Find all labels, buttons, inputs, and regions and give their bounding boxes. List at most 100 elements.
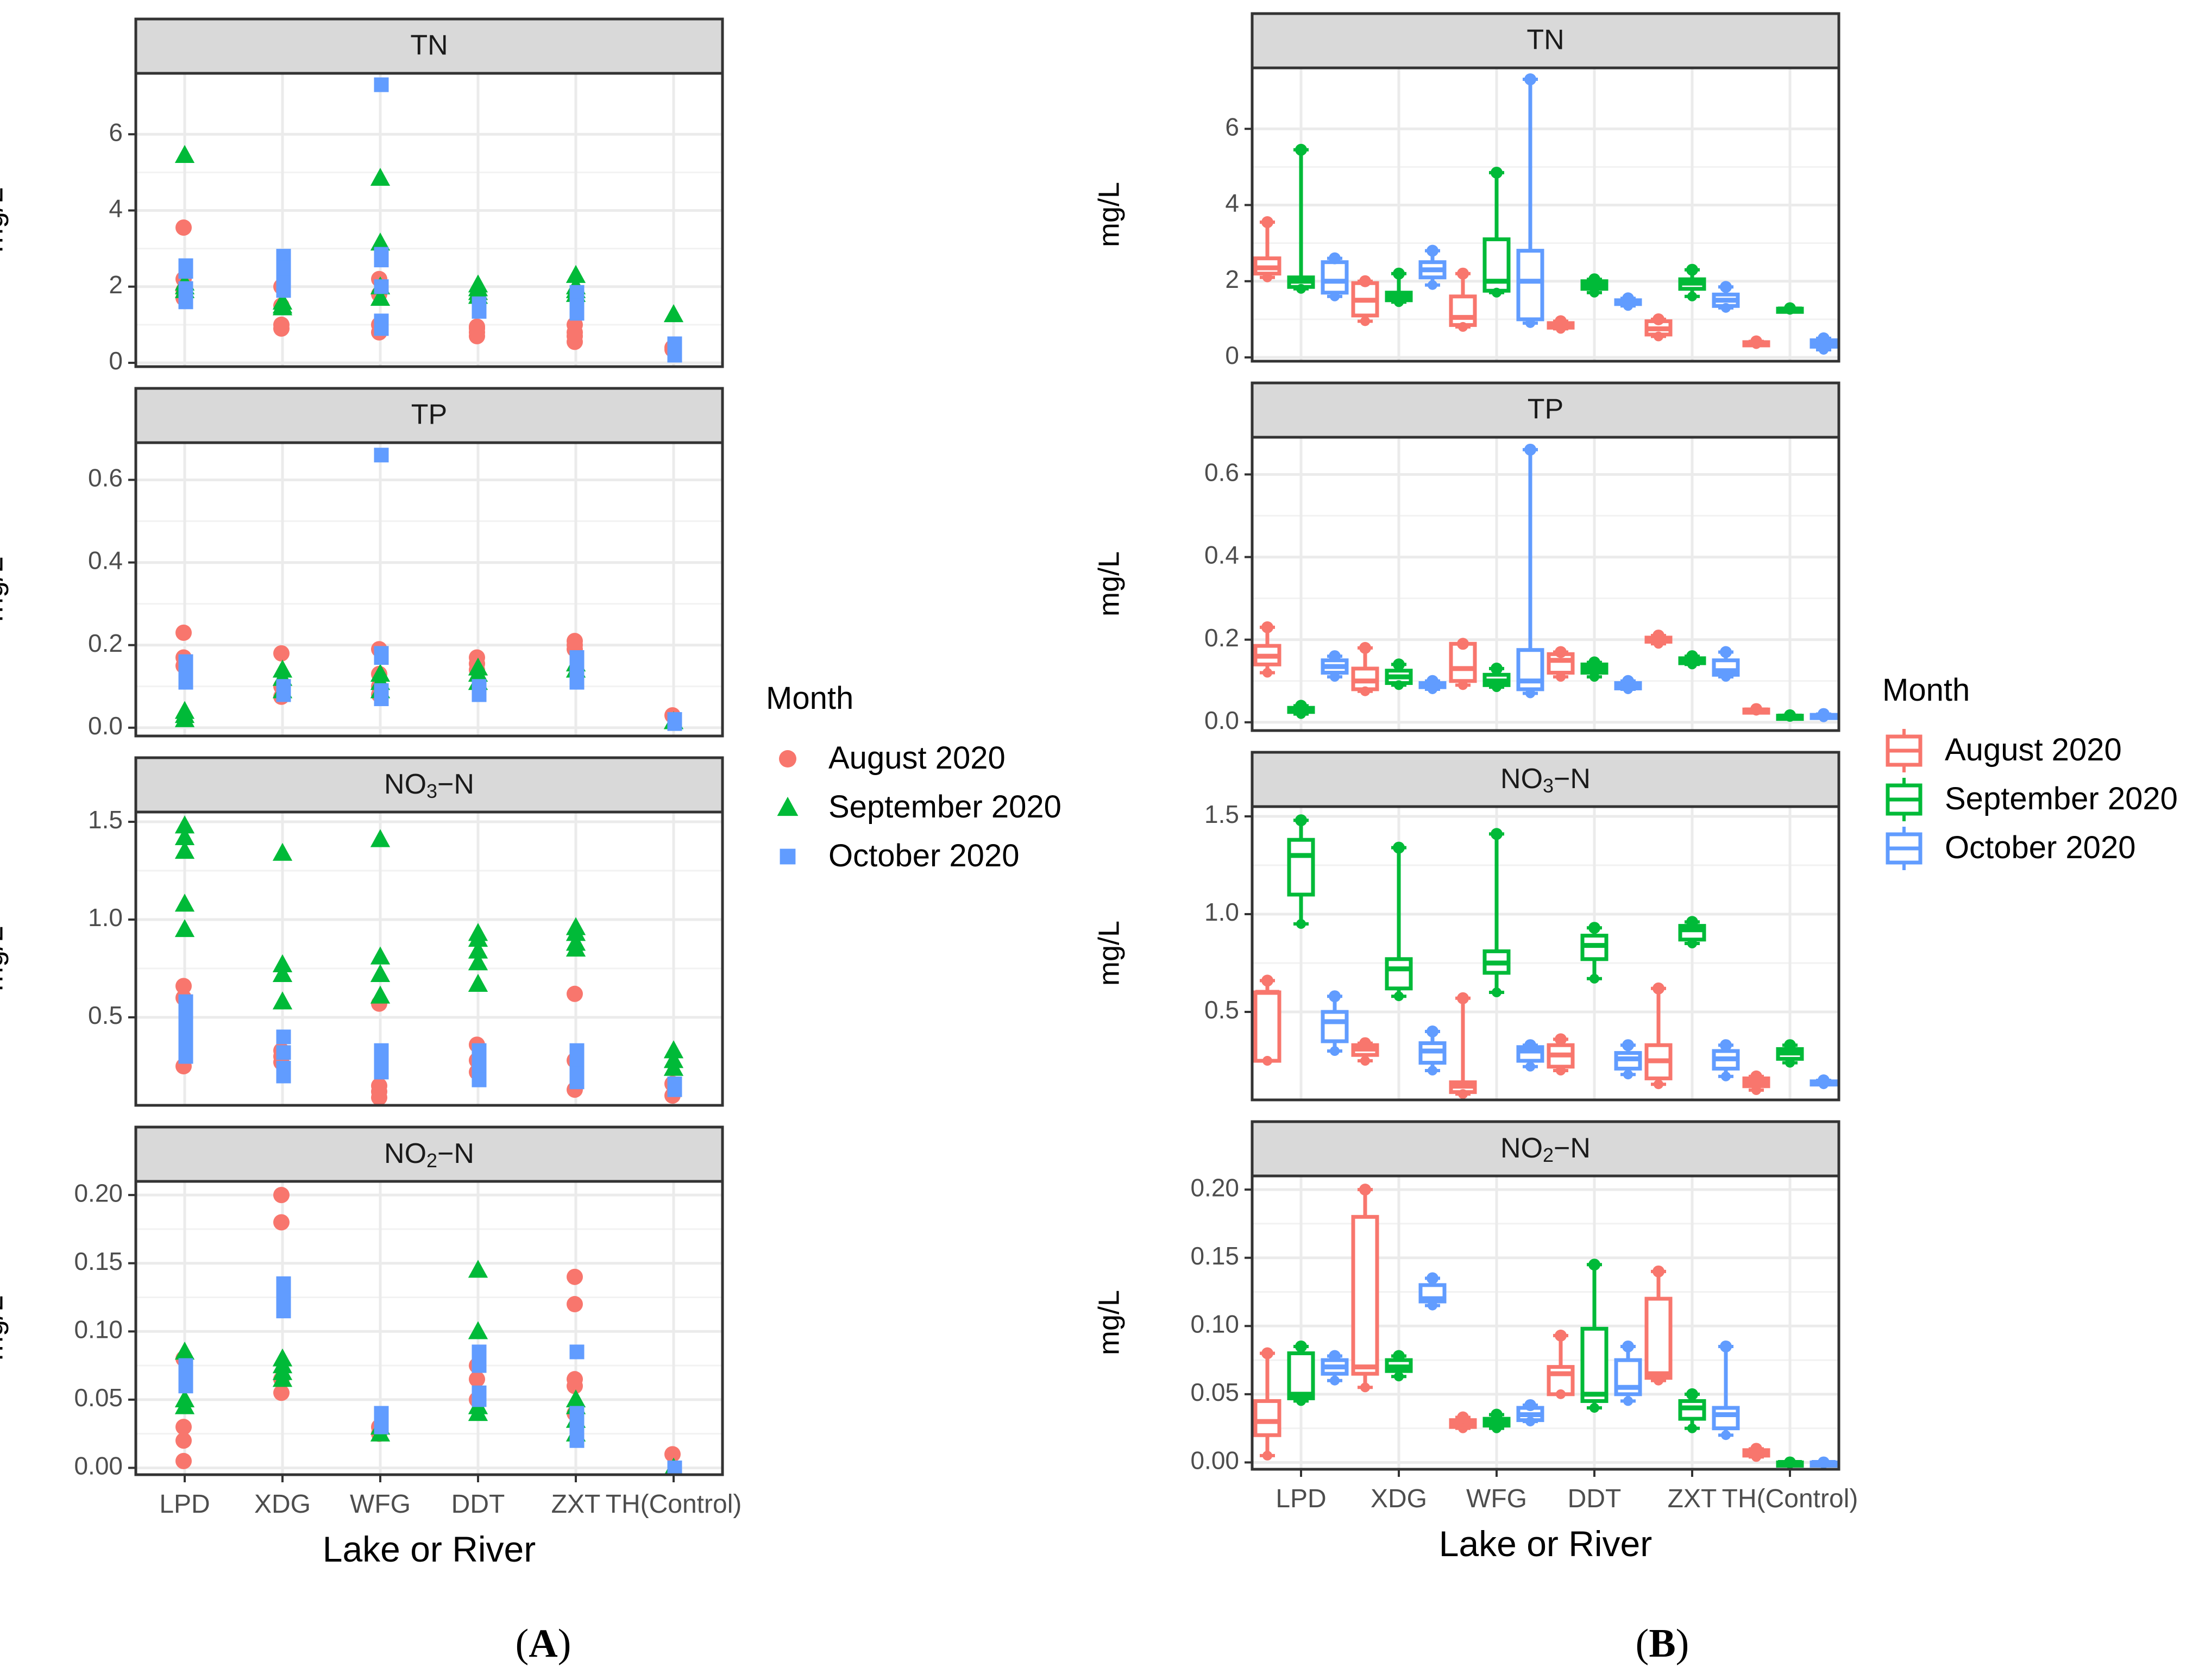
box xyxy=(1253,1399,1281,1437)
facet-strip xyxy=(134,1125,724,1183)
data-point xyxy=(468,1321,488,1339)
min-point xyxy=(1589,287,1599,298)
data-point xyxy=(569,1406,585,1421)
data-point xyxy=(273,320,290,337)
max-point xyxy=(1261,216,1273,229)
data-point xyxy=(667,1082,682,1097)
data-point xyxy=(276,1304,291,1319)
x-tick-label: LPD xyxy=(159,1490,210,1519)
plot-background xyxy=(136,73,722,367)
legend-item-september-2020: September 2020 xyxy=(777,789,1061,825)
min-point xyxy=(1525,318,1535,328)
facet-strip xyxy=(1251,1120,1840,1178)
max-point xyxy=(1359,641,1371,654)
x-axis-label: Lake or River xyxy=(1439,1524,1653,1564)
max-point xyxy=(1295,814,1307,827)
x-tick-label: TH(Control) xyxy=(1722,1484,1858,1513)
min-point xyxy=(1721,1071,1731,1081)
data-point xyxy=(175,1419,192,1436)
boxplot-zxt-september-2020 xyxy=(1678,916,1706,948)
max-point xyxy=(1622,1039,1634,1052)
y-tick-label: 0.00 xyxy=(74,1452,123,1480)
y-tick-label: 0 xyxy=(1225,341,1239,369)
max-point xyxy=(1261,621,1273,633)
plot-border xyxy=(1251,805,1840,1102)
data-point xyxy=(374,279,389,294)
boxplot-wfg-august-2020 xyxy=(1449,638,1477,690)
y-tick-label: 0.05 xyxy=(1190,1378,1239,1406)
facet-title: TP xyxy=(1528,394,1563,425)
facet-strip xyxy=(134,756,724,814)
min-point xyxy=(1751,1085,1761,1095)
min-point xyxy=(1330,672,1340,682)
max-point xyxy=(1686,650,1698,663)
legend-key xyxy=(777,796,799,816)
min-point xyxy=(1785,712,1795,722)
boxplot-zxt-august-2020 xyxy=(1644,1265,1673,1386)
box xyxy=(1351,1215,1379,1376)
data-point xyxy=(663,1040,684,1059)
data-point xyxy=(370,287,391,306)
min-point xyxy=(1330,1046,1340,1056)
data-point xyxy=(667,716,682,731)
min-point xyxy=(1525,688,1535,699)
max-point xyxy=(1555,1329,1567,1342)
min-point xyxy=(1556,1066,1566,1075)
y-axis-label: mg/L xyxy=(1092,551,1125,616)
data-point xyxy=(276,1068,291,1084)
data-point xyxy=(178,1049,193,1064)
max-point xyxy=(1686,1388,1698,1400)
boxplot-ddt-september-2020 xyxy=(1580,1259,1609,1413)
min-point xyxy=(1687,291,1697,301)
facet-data xyxy=(174,1187,684,1476)
data-point xyxy=(178,294,193,310)
min-point xyxy=(1819,1457,1829,1468)
boxplot-ddt-october-2020 xyxy=(1614,675,1642,694)
boxplot-th-control-october-2020 xyxy=(1810,708,1838,722)
boxplot-zxt-september-2020 xyxy=(1678,650,1706,670)
max-point xyxy=(1329,252,1341,265)
data-point xyxy=(472,1072,487,1087)
data-point xyxy=(273,1214,290,1231)
max-point xyxy=(1295,143,1307,156)
legend-item-october-2020: October 2020 xyxy=(780,838,1019,873)
min-point xyxy=(1819,344,1829,355)
data-point xyxy=(667,1460,682,1475)
data-point xyxy=(374,448,389,463)
boxplot-ddt-september-2020 xyxy=(1580,922,1609,984)
panel-a: 0 2 4 6 TN mg/L 0.0 0.2 0.4 0.6 TP mg/L 0.5 1.0 1.5 NO3… xyxy=(0,17,1061,1666)
panel-label: (A) xyxy=(516,1621,571,1666)
facet-title: NO2−N xyxy=(1500,1132,1591,1166)
max-point xyxy=(1622,1340,1634,1352)
boxplot-lpd-august-2020 xyxy=(1253,974,1281,1066)
facet-title: TN xyxy=(410,30,448,61)
boxplot-lpd-october-2020 xyxy=(1321,1350,1349,1386)
boxplot-th-control-september-2020 xyxy=(1776,1456,1804,1469)
facet-strip xyxy=(1251,381,1840,439)
max-point xyxy=(1818,332,1830,344)
legend-label: September 2020 xyxy=(1945,781,2178,816)
min-point xyxy=(1751,339,1761,349)
data-point xyxy=(178,654,193,669)
legend-label: August 2020 xyxy=(828,740,1006,776)
data-point xyxy=(276,1276,291,1291)
max-point xyxy=(1427,675,1438,687)
facet-data xyxy=(1253,1184,1838,1469)
data-point xyxy=(175,1452,192,1469)
boxplot-ddt-august-2020 xyxy=(1547,1033,1575,1075)
data-point xyxy=(569,1074,585,1090)
min-point xyxy=(1623,301,1633,311)
boxplot-wfg-august-2020 xyxy=(1449,1411,1477,1433)
boxplot-xdg-september-2020 xyxy=(1385,841,1413,1002)
boxplot-th-control-october-2020 xyxy=(1810,1456,1838,1469)
data-point xyxy=(374,1065,389,1080)
min-point xyxy=(1654,1079,1663,1090)
y-axis-label: mg/L xyxy=(0,1295,9,1361)
data-point xyxy=(569,1344,585,1360)
data-point xyxy=(272,1369,293,1387)
facet-no2-n: 0.00 0.05 0.10 0.15 0.20 NO2−N mg/L LPD XDG WFG DD… xyxy=(1092,1120,1858,1564)
max-point xyxy=(1329,650,1341,663)
x-tick-label: XDG xyxy=(254,1490,311,1519)
box xyxy=(1644,1297,1673,1380)
max-point xyxy=(1750,1443,1762,1455)
